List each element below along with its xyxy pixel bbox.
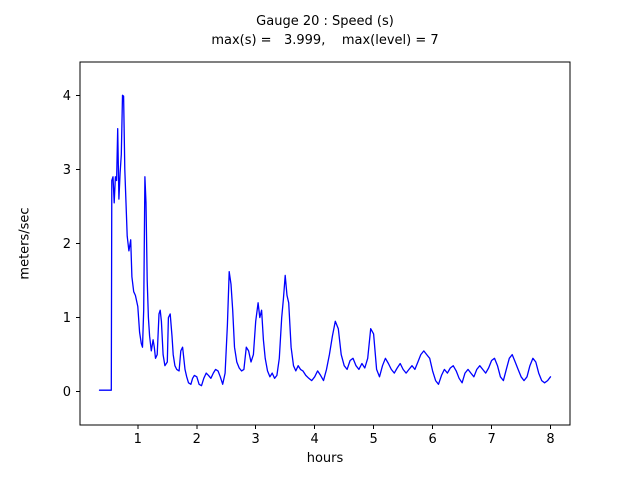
x-tick-label: 7 bbox=[487, 432, 495, 447]
y-tick-label: 1 bbox=[63, 311, 71, 326]
x-tick-label: 3 bbox=[252, 432, 260, 447]
chart-title: Gauge 20 : Speed (s) bbox=[256, 14, 394, 29]
y-tick-label: 0 bbox=[63, 385, 71, 400]
axes-frame bbox=[79, 61, 571, 426]
x-axis-label: hours bbox=[306, 451, 344, 466]
x-tick-label: 4 bbox=[311, 432, 319, 447]
x-tick-label: 6 bbox=[428, 432, 436, 447]
x-tick-label: 5 bbox=[369, 432, 377, 447]
x-tick-label: 8 bbox=[546, 432, 554, 447]
y-tick-label: 2 bbox=[63, 237, 71, 252]
x-tick-label: 2 bbox=[193, 432, 201, 447]
y-tick-label: 3 bbox=[63, 163, 71, 178]
y-tick-label: 4 bbox=[63, 89, 71, 104]
y-axis-label: meters/sec bbox=[17, 207, 33, 280]
speed-line bbox=[98, 94, 552, 391]
x-tick-label: 1 bbox=[134, 432, 142, 447]
chart-title-block: Gauge 20 : Speed (s) max(s) = 3.999, max… bbox=[80, 12, 570, 50]
chart-subtitle: max(s) = 3.999, max(level) = 7 bbox=[211, 33, 439, 48]
